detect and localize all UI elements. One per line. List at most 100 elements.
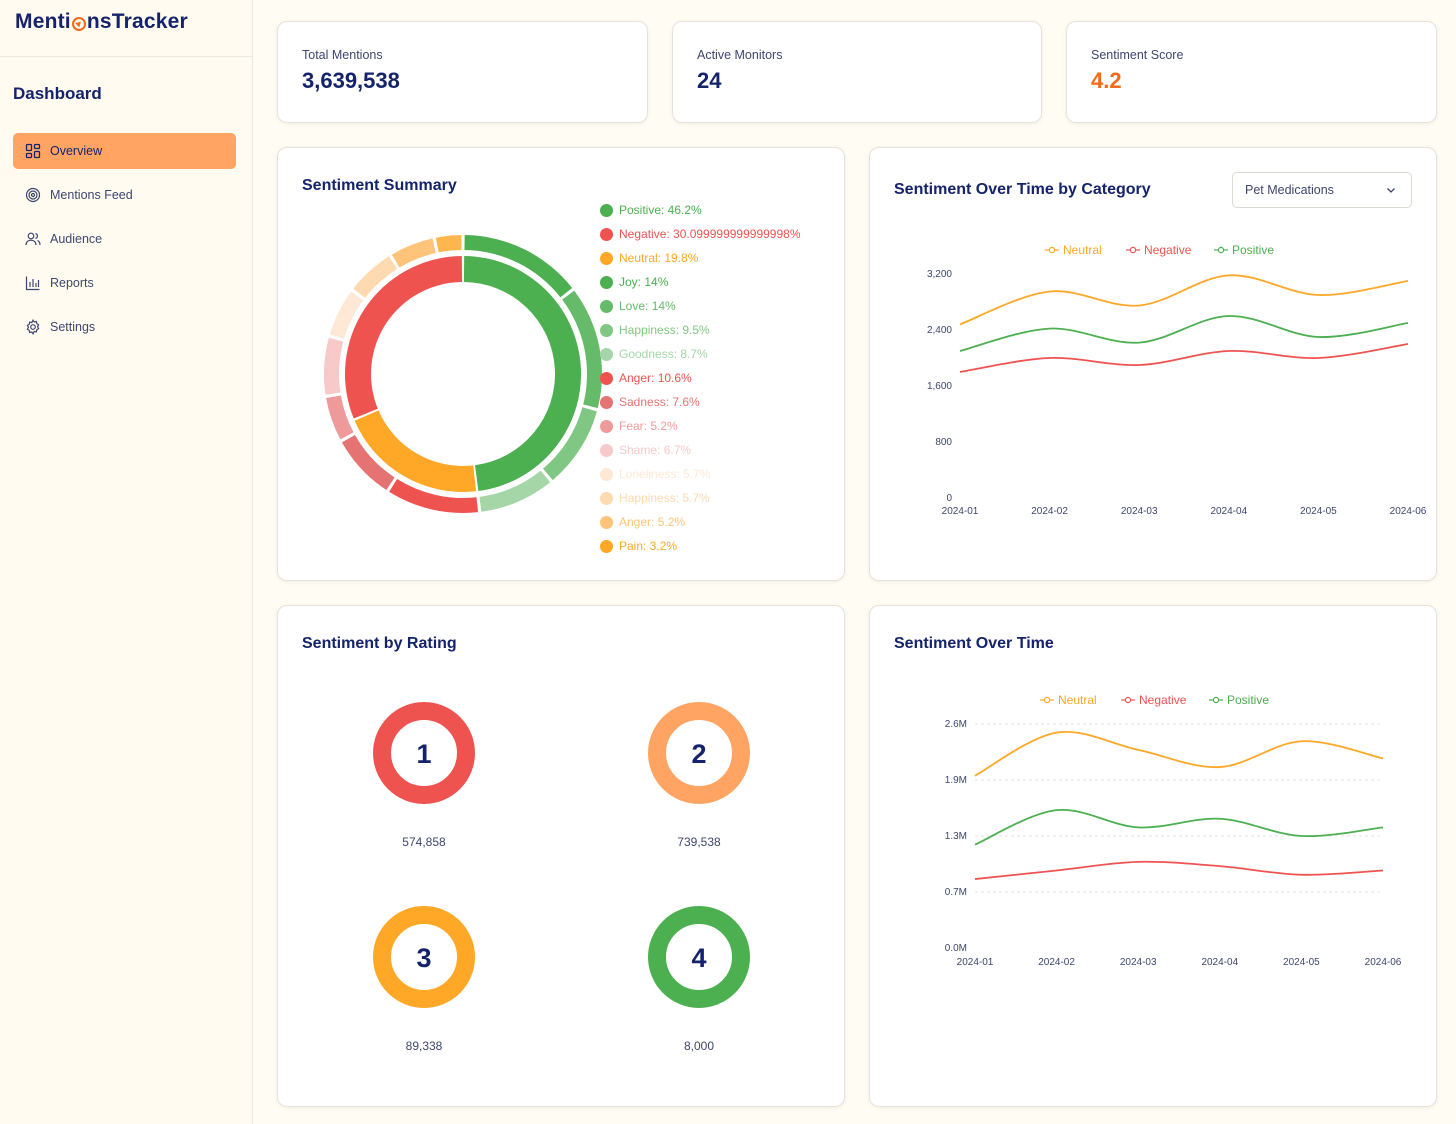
legend-item[interactable]: Anger: 5.2% bbox=[600, 510, 801, 534]
sidebar-item-settings[interactable]: Settings bbox=[13, 309, 236, 345]
sentiment-summary-card: Sentiment Summary Positive: 46.2% Negativ… bbox=[277, 147, 845, 581]
y-tick-label: 3,200 bbox=[927, 269, 952, 280]
legend-item[interactable]: Happiness: 9.5% bbox=[600, 318, 801, 342]
series-line-negative[interactable] bbox=[974, 860, 1384, 880]
x-tick-label: 2024-05 bbox=[1283, 957, 1320, 968]
sidebar-item-audience[interactable]: Audience bbox=[13, 221, 236, 257]
legend-dot bbox=[600, 371, 613, 385]
outer-slice-loneliness[interactable] bbox=[329, 291, 364, 339]
x-tick-label: 2024-05 bbox=[1300, 506, 1337, 517]
legend-dot bbox=[600, 227, 613, 241]
legend-dot bbox=[600, 395, 613, 409]
legend-label: Shame: 6.7% bbox=[619, 443, 692, 457]
rating-item-2[interactable]: 2 739,538 bbox=[599, 701, 799, 849]
legend-item[interactable]: Negative: 30.099999999999998% bbox=[600, 222, 801, 246]
outer-slice-shame[interactable] bbox=[324, 337, 344, 395]
series-line-neutral[interactable] bbox=[959, 274, 1409, 326]
stat-label: Total Mentions bbox=[302, 48, 383, 62]
outer-slice-joy[interactable] bbox=[464, 235, 573, 298]
legend-item-negative[interactable]: Negative bbox=[1126, 243, 1192, 257]
x-tick-label: 2024-03 bbox=[1120, 957, 1157, 968]
outer-slice-anger[interactable] bbox=[391, 238, 436, 268]
compass-icon bbox=[71, 16, 86, 31]
legend-dot bbox=[600, 515, 613, 529]
inner-slice-negative[interactable] bbox=[345, 256, 463, 419]
series-line-neutral[interactable] bbox=[974, 730, 1384, 777]
category-line-chart: Neutral Negative Positive 0 800 1,600 2,400 3,2… bbox=[927, 243, 1427, 517]
outer-slice-anger[interactable] bbox=[389, 479, 479, 513]
time-chart-card: Sentiment Over Time Neutral Negative Posit… bbox=[869, 605, 1437, 1107]
legend-item[interactable]: Neutral: 19.8% bbox=[600, 246, 801, 270]
legend-item[interactable]: Shame: 6.7% bbox=[600, 438, 801, 462]
outer-slice-fear[interactable] bbox=[326, 395, 354, 440]
sidebar-item-overview[interactable]: Overview bbox=[13, 133, 236, 169]
y-tick-label: 800 bbox=[935, 437, 952, 448]
legend-item[interactable]: Joy: 14% bbox=[600, 270, 801, 294]
outer-slice-happiness[interactable] bbox=[543, 407, 597, 481]
legend-label: Love: 14% bbox=[619, 299, 676, 313]
rating-number: 4 bbox=[691, 943, 706, 973]
outer-slice-goodness[interactable] bbox=[479, 470, 551, 512]
legend-item[interactable]: Sadness: 7.6% bbox=[600, 390, 801, 414]
legend-item[interactable]: Happiness: 5.7% bbox=[600, 486, 801, 510]
legend-item-negative[interactable]: Negative bbox=[1121, 693, 1187, 707]
category-select[interactable]: Pet Medications bbox=[1232, 172, 1412, 208]
legend-label: Pain: 3.2% bbox=[619, 539, 678, 553]
rating-count: 574,858 bbox=[402, 835, 446, 849]
inner-slice-neutral[interactable] bbox=[354, 410, 477, 492]
legend-item[interactable]: Fear: 5.2% bbox=[600, 414, 801, 438]
inner-slice-positive[interactable] bbox=[463, 256, 582, 491]
y-tick-label: 2,400 bbox=[927, 325, 952, 336]
legend-dot bbox=[600, 275, 613, 289]
legend-dot bbox=[600, 443, 613, 457]
legend-item-positive[interactable]: Positive bbox=[1214, 243, 1274, 257]
legend-dot bbox=[600, 203, 613, 217]
x-tick-label: 2024-06 bbox=[1365, 957, 1402, 968]
legend-dot bbox=[600, 419, 613, 433]
svg-text:Neutral: Neutral bbox=[1058, 693, 1097, 707]
stat-card-total-mentions: Total Mentions 3,639,538 bbox=[277, 21, 648, 123]
legend-dot bbox=[600, 467, 613, 481]
legend-dot bbox=[600, 299, 613, 313]
rating-count: 89,338 bbox=[405, 1039, 443, 1053]
rating-item-3[interactable]: 3 89,338 bbox=[324, 905, 524, 1053]
y-tick-label: 2.6M bbox=[945, 719, 967, 730]
users-icon bbox=[25, 232, 41, 246]
sidebar-item-label: Audience bbox=[50, 232, 103, 246]
x-tick-label: 2024-01 bbox=[957, 957, 994, 968]
outer-slice-sadness[interactable] bbox=[341, 434, 395, 490]
legend-label: Joy: 14% bbox=[619, 275, 669, 289]
outer-slice-love[interactable] bbox=[562, 290, 602, 409]
legend-item-neutral[interactable]: Neutral bbox=[1040, 693, 1097, 707]
rating-number: 2 bbox=[691, 739, 706, 769]
rating-item-4[interactable]: 4 8,000 bbox=[599, 905, 799, 1053]
svg-text:Negative: Negative bbox=[1139, 693, 1187, 707]
sidebar-item-label: Settings bbox=[50, 320, 96, 334]
series-line-positive[interactable] bbox=[959, 315, 1409, 352]
legend-item-neutral[interactable]: Neutral bbox=[1045, 243, 1102, 257]
app-logo[interactable]: Menti nsTracker bbox=[15, 10, 188, 34]
legend-item[interactable]: Anger: 10.6% bbox=[600, 366, 801, 390]
gear-icon bbox=[26, 319, 40, 335]
legend-item-positive[interactable]: Positive bbox=[1209, 693, 1269, 707]
stat-value: 24 bbox=[697, 68, 722, 93]
grid-icon bbox=[25, 143, 41, 159]
sidebar-item-mentions-feed[interactable]: Mentions Feed bbox=[13, 177, 236, 213]
legend-label: Negative: 30.099999999999998% bbox=[619, 227, 801, 241]
sidebar-item-reports[interactable]: Reports bbox=[13, 265, 236, 301]
legend-item[interactable]: Goodness: 8.7% bbox=[600, 342, 801, 366]
y-tick-label: 1,600 bbox=[927, 381, 952, 392]
legend-item[interactable]: Loneliness: 5.7% bbox=[600, 462, 801, 486]
rating-item-1[interactable]: 1 574,858 bbox=[324, 701, 524, 849]
legend-dot bbox=[600, 347, 613, 361]
series-line-negative[interactable] bbox=[959, 343, 1409, 373]
legend-item[interactable]: Pain: 3.2% bbox=[600, 534, 801, 558]
stat-card-sentiment-score: Sentiment Score 4.2 bbox=[1066, 21, 1437, 123]
legend-item[interactable]: Love: 14% bbox=[600, 294, 801, 318]
svg-text:Neutral: Neutral bbox=[1063, 243, 1102, 257]
series-line-positive[interactable] bbox=[974, 809, 1384, 846]
outer-slice-pain[interactable] bbox=[435, 235, 462, 253]
rating-donut: 1 bbox=[373, 702, 475, 804]
outer-slice-happiness[interactable] bbox=[353, 256, 398, 298]
legend-item[interactable]: Positive: 46.2% bbox=[600, 198, 801, 222]
